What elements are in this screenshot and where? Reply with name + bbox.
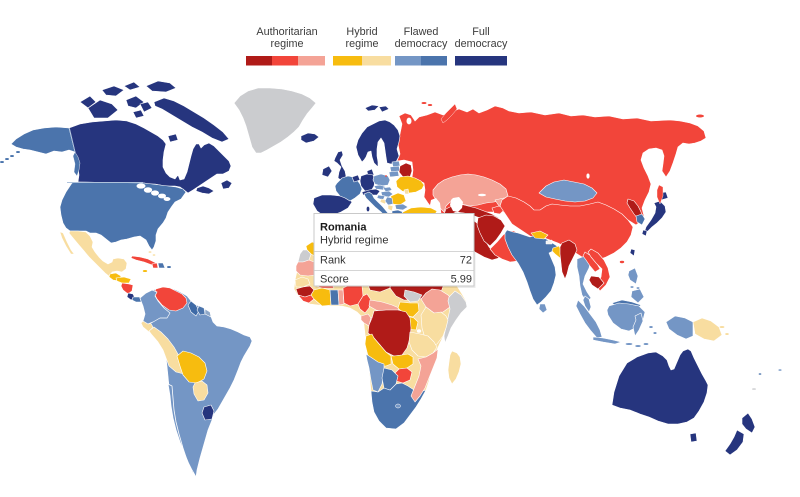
svg-text:Rank: Rank <box>320 255 346 267</box>
svg-text:5.99: 5.99 <box>451 274 472 286</box>
svg-text:regime: regime <box>345 38 378 50</box>
svg-text:Score: Score <box>320 274 349 286</box>
svg-text:Romania: Romania <box>320 222 367 234</box>
svg-text:Hybrid: Hybrid <box>346 26 377 38</box>
svg-text:Authoritarian: Authoritarian <box>256 26 317 38</box>
svg-text:democracy: democracy <box>395 38 448 50</box>
svg-text:Full: Full <box>472 26 489 38</box>
svg-text:Hybrid regime: Hybrid regime <box>320 235 388 247</box>
svg-text:regime: regime <box>270 38 303 50</box>
svg-text:72: 72 <box>460 255 472 267</box>
svg-text:Flawed: Flawed <box>404 26 439 38</box>
svg-text:democracy: democracy <box>455 38 508 50</box>
